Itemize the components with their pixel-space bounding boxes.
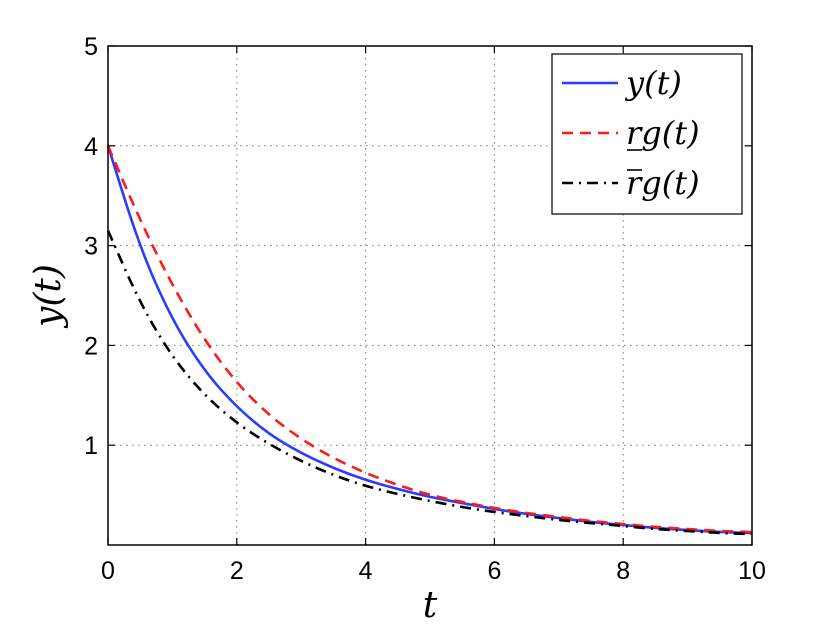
y-tick-label: 3 xyxy=(84,233,98,261)
y-tick-label: 5 xyxy=(84,33,98,61)
x-axis-label: t xyxy=(423,585,438,625)
plot-frame xyxy=(107,45,753,546)
legend-label-1: y(t) xyxy=(624,64,682,102)
series-group xyxy=(106,145,753,536)
x-tick-label: 2 xyxy=(230,557,244,585)
y-tick-label: 2 xyxy=(84,332,98,360)
legend: y(t)rg(t)rg(t) xyxy=(551,53,743,215)
series-line-2 xyxy=(106,145,753,534)
x-tick-label: 4 xyxy=(359,557,373,585)
x-tick-label: 6 xyxy=(487,557,501,585)
x-tick-label: 0 xyxy=(101,557,115,585)
y-tick-label: 4 xyxy=(84,133,98,161)
series-line-3 xyxy=(106,230,753,536)
y-tick-label: 1 xyxy=(84,432,98,460)
legend-label-2: rg(t) xyxy=(626,114,700,152)
x-tick-label: 8 xyxy=(616,557,630,585)
y-axis-label: y(t) xyxy=(28,264,69,329)
x-tick-label: 10 xyxy=(738,557,766,585)
